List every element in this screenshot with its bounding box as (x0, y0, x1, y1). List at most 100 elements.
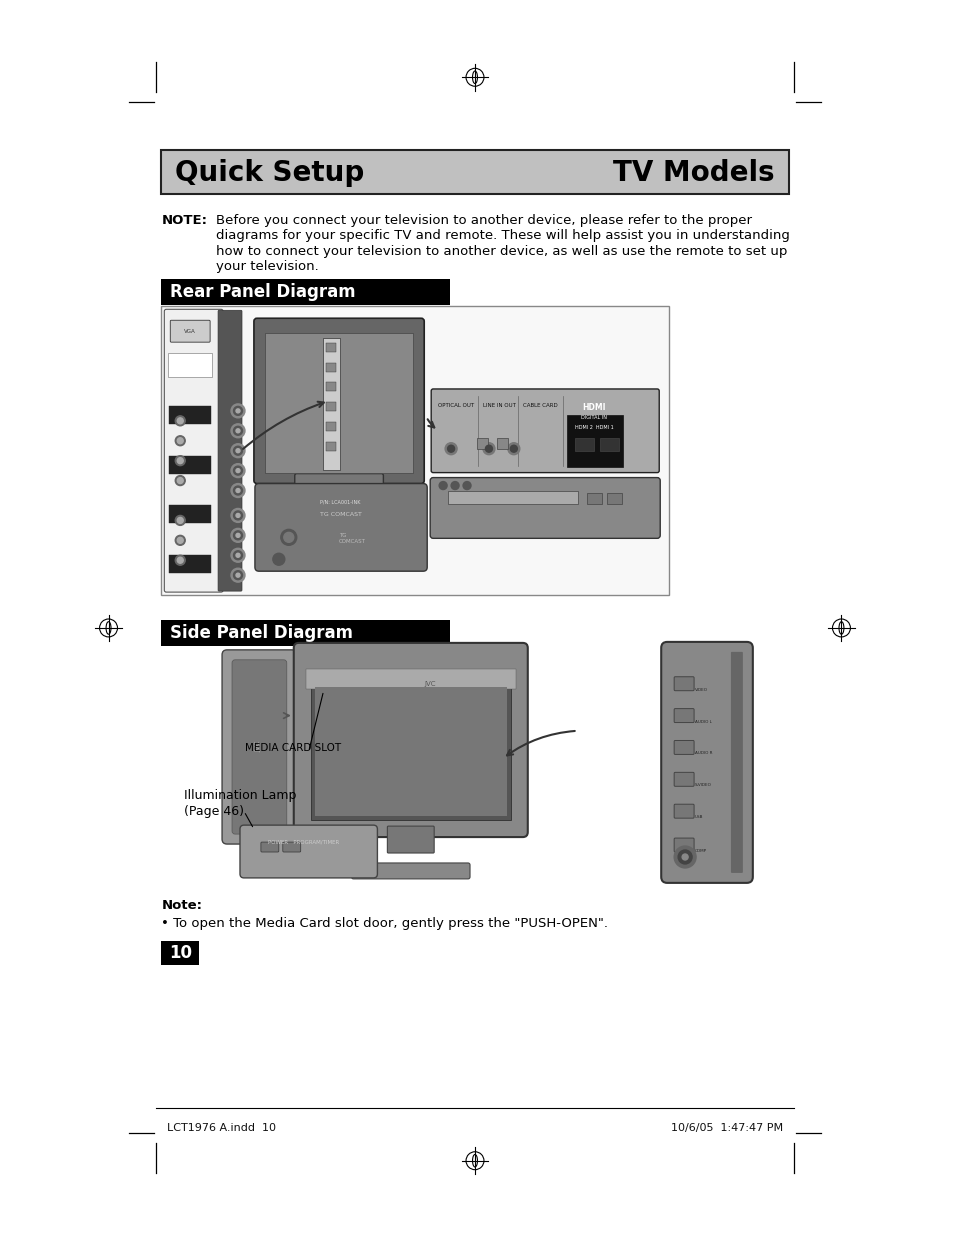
Circle shape (175, 535, 185, 546)
Text: DIGITAL IN: DIGITAL IN (581, 415, 607, 420)
Circle shape (233, 511, 242, 520)
Text: LCT1976 A.indd  10: LCT1976 A.indd 10 (167, 1123, 276, 1132)
Text: (Page 46): (Page 46) (184, 805, 244, 819)
Text: COMP: COMP (695, 848, 706, 853)
FancyBboxPatch shape (326, 422, 335, 431)
Text: Side Panel Diagram: Side Panel Diagram (170, 624, 353, 642)
FancyBboxPatch shape (282, 842, 300, 852)
Text: HDMI 2  HDMI 1: HDMI 2 HDMI 1 (575, 425, 613, 430)
FancyBboxPatch shape (606, 493, 621, 504)
Circle shape (485, 446, 492, 452)
Circle shape (177, 537, 183, 543)
FancyBboxPatch shape (322, 338, 339, 469)
FancyBboxPatch shape (326, 442, 335, 451)
Text: NOTE:: NOTE: (161, 214, 207, 227)
Text: HDMI: HDMI (582, 403, 605, 412)
FancyBboxPatch shape (477, 438, 488, 450)
FancyBboxPatch shape (599, 438, 618, 451)
Text: Before you connect your television to another device, please refer to the proper: Before you connect your television to an… (216, 214, 751, 227)
FancyBboxPatch shape (431, 389, 659, 473)
FancyBboxPatch shape (161, 941, 199, 965)
Circle shape (233, 571, 242, 579)
Circle shape (231, 568, 245, 582)
Circle shape (681, 855, 687, 860)
FancyBboxPatch shape (253, 319, 424, 484)
FancyBboxPatch shape (674, 804, 694, 818)
Circle shape (231, 404, 245, 417)
Circle shape (510, 446, 517, 452)
Circle shape (175, 416, 185, 426)
Text: LINE IN OUT: LINE IN OUT (482, 403, 516, 408)
Text: VIDEO: VIDEO (695, 688, 707, 692)
Circle shape (177, 458, 183, 463)
FancyBboxPatch shape (161, 279, 450, 305)
Circle shape (175, 556, 185, 566)
Circle shape (674, 846, 696, 868)
FancyBboxPatch shape (314, 687, 506, 816)
Text: 10: 10 (169, 944, 192, 962)
FancyBboxPatch shape (161, 620, 450, 646)
Text: AUDIO L: AUDIO L (695, 720, 711, 724)
FancyBboxPatch shape (305, 669, 516, 689)
FancyBboxPatch shape (294, 643, 527, 837)
Text: your television.: your television. (216, 261, 318, 273)
FancyBboxPatch shape (660, 642, 752, 883)
Circle shape (231, 509, 245, 522)
Circle shape (235, 429, 240, 432)
FancyBboxPatch shape (260, 842, 278, 852)
Circle shape (177, 557, 183, 563)
FancyBboxPatch shape (730, 652, 742, 873)
Text: POWER   PROGRAM/TIMER: POWER PROGRAM/TIMER (268, 839, 339, 844)
Text: S-VIDEO: S-VIDEO (695, 783, 711, 787)
Circle shape (233, 406, 242, 415)
FancyBboxPatch shape (674, 772, 694, 787)
FancyBboxPatch shape (161, 149, 788, 194)
FancyBboxPatch shape (326, 363, 335, 372)
FancyBboxPatch shape (586, 493, 601, 504)
Circle shape (175, 456, 185, 466)
Text: TG
COMCAST: TG COMCAST (338, 534, 365, 545)
Circle shape (175, 436, 185, 446)
Text: TG COMCAST: TG COMCAST (319, 513, 361, 517)
FancyBboxPatch shape (674, 677, 694, 690)
Circle shape (678, 850, 691, 864)
Text: JVC: JVC (424, 680, 436, 687)
FancyBboxPatch shape (674, 839, 694, 852)
FancyBboxPatch shape (169, 505, 211, 524)
Circle shape (235, 409, 240, 412)
Circle shape (235, 534, 240, 537)
Circle shape (482, 442, 495, 454)
Circle shape (177, 478, 183, 484)
Circle shape (451, 482, 458, 489)
Text: USB: USB (695, 815, 702, 819)
Circle shape (235, 514, 240, 517)
Circle shape (233, 551, 242, 559)
Circle shape (177, 517, 183, 524)
FancyBboxPatch shape (497, 438, 508, 450)
FancyBboxPatch shape (447, 492, 578, 504)
FancyBboxPatch shape (254, 484, 427, 572)
Circle shape (235, 448, 240, 453)
Circle shape (231, 484, 245, 498)
Circle shape (273, 553, 285, 566)
Circle shape (283, 532, 294, 542)
Circle shape (235, 468, 240, 473)
FancyBboxPatch shape (168, 353, 212, 377)
FancyBboxPatch shape (161, 306, 668, 595)
FancyBboxPatch shape (169, 406, 211, 424)
FancyBboxPatch shape (351, 863, 470, 879)
FancyBboxPatch shape (169, 556, 211, 573)
Text: JVC: JVC (255, 741, 262, 752)
FancyBboxPatch shape (294, 473, 383, 517)
FancyBboxPatch shape (315, 540, 362, 556)
Circle shape (231, 424, 245, 437)
FancyBboxPatch shape (240, 825, 377, 878)
Circle shape (233, 426, 242, 435)
Circle shape (233, 531, 242, 540)
Text: TV Models: TV Models (613, 159, 774, 186)
Circle shape (438, 482, 447, 489)
FancyBboxPatch shape (326, 383, 335, 391)
Circle shape (233, 466, 242, 475)
Circle shape (280, 530, 296, 546)
Text: Quick Setup: Quick Setup (175, 159, 364, 186)
